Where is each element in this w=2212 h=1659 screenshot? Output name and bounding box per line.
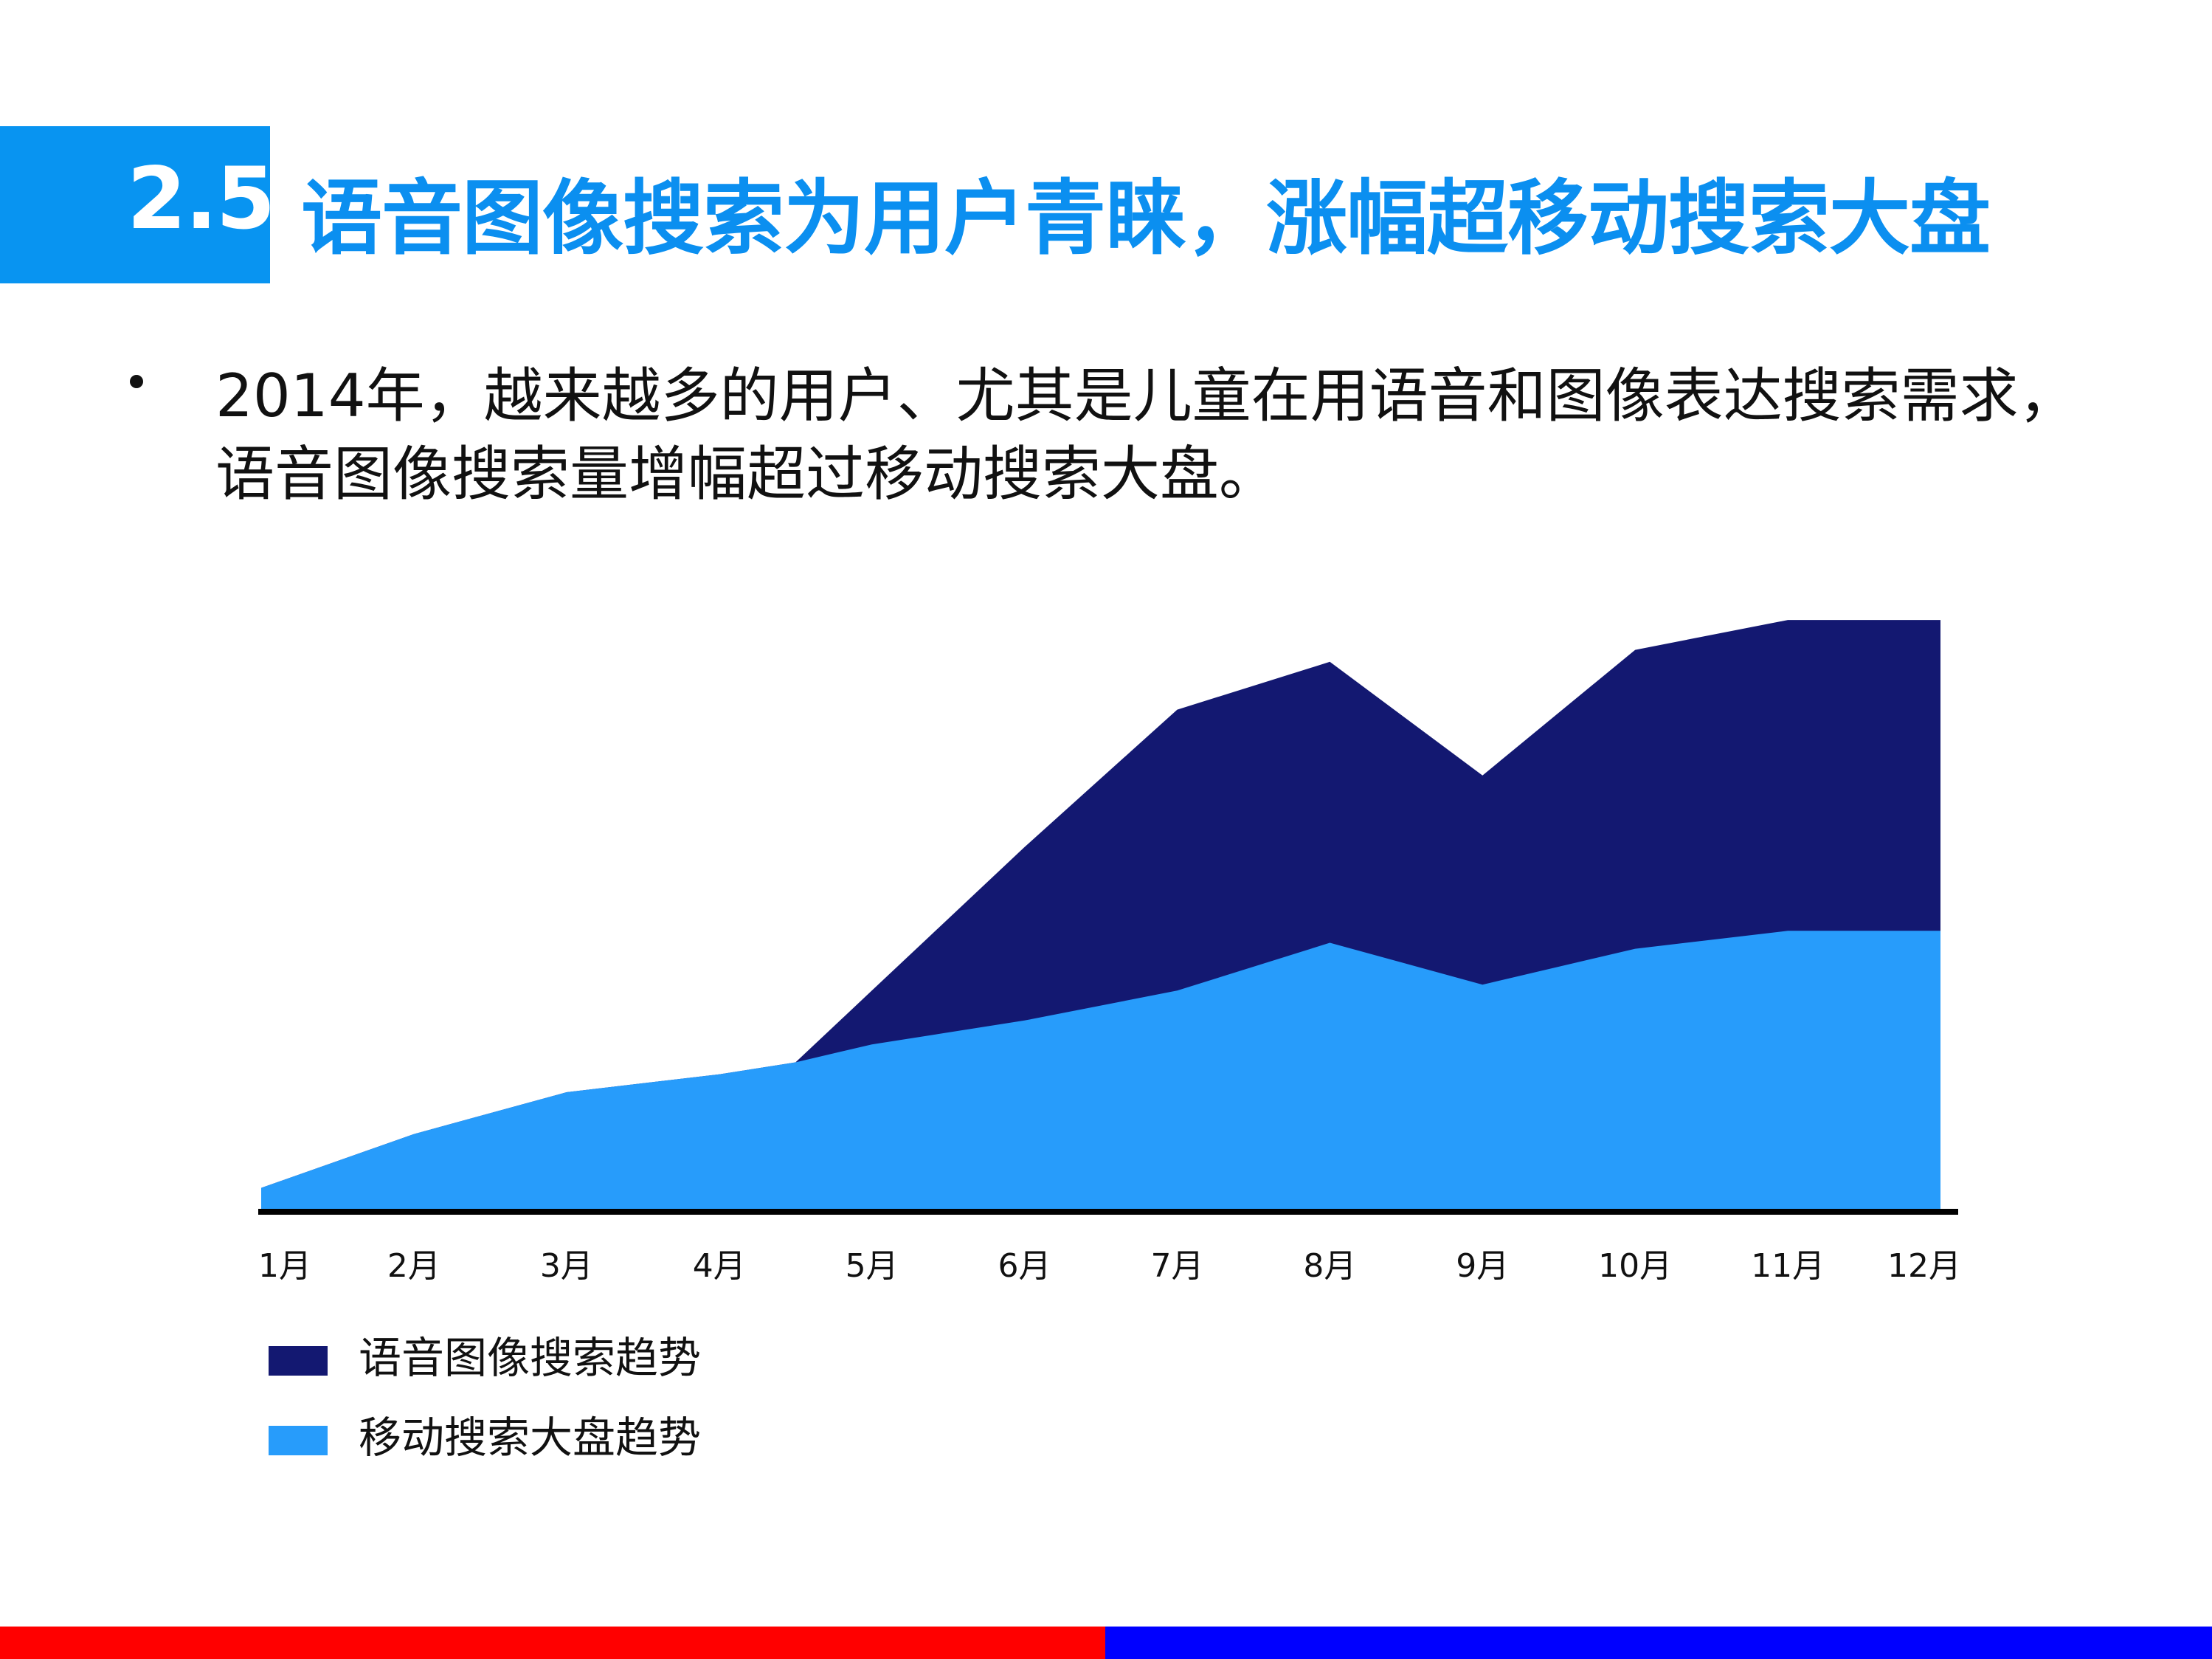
- x-tick-label: 4月: [693, 1247, 746, 1285]
- footer-bar-left: [0, 1627, 1105, 1659]
- x-tick-label: 7月: [1150, 1247, 1203, 1285]
- x-tick-label: 1月: [258, 1247, 311, 1285]
- series-layer: [261, 620, 1940, 1212]
- series-area-mobile-search: [261, 931, 1940, 1212]
- x-tick-label: 2月: [387, 1247, 440, 1285]
- footer-bar-right: [1105, 1627, 2212, 1659]
- bullet-line-2: 语音图像搜索量增幅超过移动搜索大盘。: [215, 440, 1278, 508]
- legend-label-mobile: 移动搜索大盘趋势: [359, 1413, 702, 1463]
- x-tick-label: 5月: [846, 1247, 899, 1285]
- x-axis-ticks: 1月 2月 3月 4月 5月 6月 7月 8月 9月 10月 11月 12月: [258, 1247, 1961, 1285]
- x-tick-label: 11月: [1751, 1247, 1825, 1285]
- legend-swatch-mobile: [269, 1426, 328, 1455]
- legend-label-voice: 语音图像搜索趋势: [359, 1333, 702, 1383]
- bullet-icon: [130, 375, 143, 388]
- x-tick-label: 9月: [1456, 1247, 1509, 1285]
- x-tick-label: 10月: [1598, 1247, 1672, 1285]
- section-number-box: [0, 126, 270, 283]
- x-tick-label: 8月: [1303, 1247, 1356, 1285]
- page-title: 语音图像搜索为用户青睐，涨幅超移动搜索大盘: [301, 171, 1991, 266]
- bullet-text: 2014年，越来越多的用户、尤其是儿童在用语音和图像表达搜索需求， 语音图像搜索…: [215, 357, 2185, 514]
- legend-swatch-voice: [269, 1346, 328, 1376]
- section-number: 2.5: [127, 149, 276, 249]
- x-tick-label: 6月: [998, 1247, 1051, 1285]
- x-tick-label: 3月: [540, 1247, 593, 1285]
- bullet-line-1: 2014年，越来越多的用户、尤其是儿童在用语音和图像表达搜索需求，: [215, 362, 2078, 430]
- x-tick-label: 12月: [1887, 1247, 1961, 1285]
